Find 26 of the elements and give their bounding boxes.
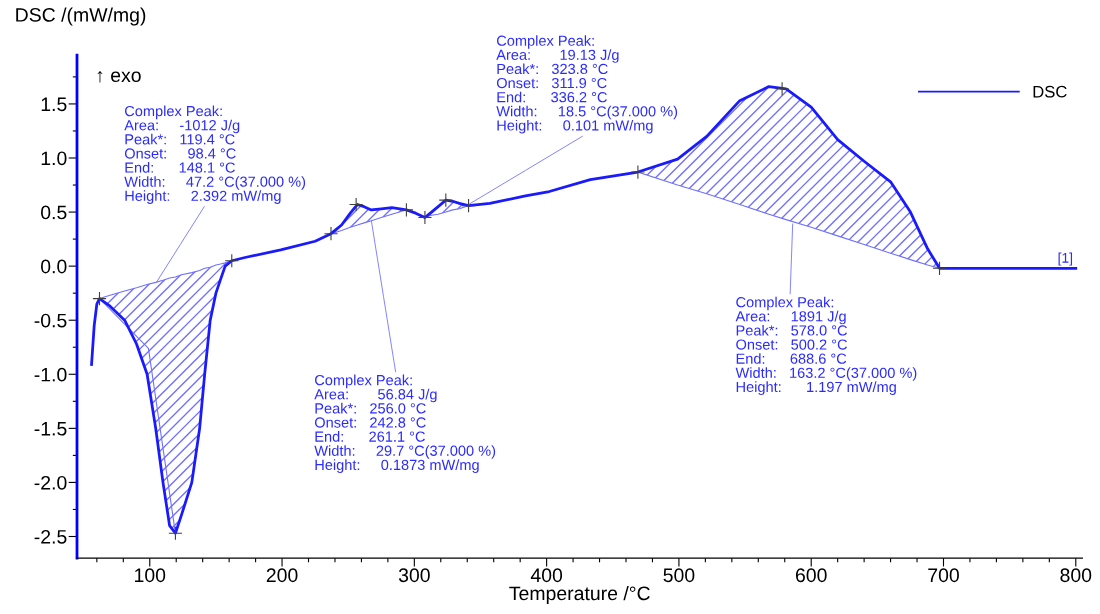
y-tick-label: -0.5	[34, 313, 67, 328]
x-tick-label: 400	[530, 568, 563, 583]
x-tick-label: 200	[266, 568, 298, 583]
x-tick-label: 300	[398, 568, 430, 583]
annotation: Complex Peak: Area: 56.84 J/g Peak*: 256.0 °C Onset: 242.8 °C End: 261.1 °C Width: 29.7 °C(37.000 %) Height: 0.1873 mW/mg	[314, 374, 496, 473]
annotation: Complex Peak: Area: 1891 J/g Peak*: 578.0 °C Onset: 500.2 °C End: 688.6 °C Width: 163.2 °C(37.000 %) Height: 1.197 mW/mg	[735, 296, 917, 395]
y-tick-label: -2.5	[34, 529, 67, 544]
annotation: [1]	[1058, 252, 1073, 266]
y-tick-label: 1.0	[41, 151, 67, 166]
text: DSC	[1033, 85, 1067, 98]
y-tick-label: 1.5	[41, 97, 67, 112]
annotation: Complex Peak: Area: 19.13 J/g Peak*: 323.8 °C Onset: 311.9 °C End: 336.2 °C Width: 18.5 °C(37.000 %) Height: 0.101 mW/mg	[496, 35, 678, 134]
x-tick-label: 100	[135, 568, 166, 583]
x-tick-label: 800	[1060, 568, 1092, 583]
x-tick-label: 600	[795, 568, 827, 583]
y-tick-label: -1.5	[34, 422, 67, 436]
y-tick-label: 0.5	[41, 205, 67, 220]
y-tick-label: -1.0	[34, 367, 67, 382]
x-tick-label: 700	[928, 568, 959, 583]
y-axis-title: DSC /(mW/mg)	[16, 7, 146, 26]
annotation: ↑ exo	[97, 70, 141, 83]
x-axis-title: Temperature /°C	[509, 585, 650, 605]
y-tick-label: 0.0	[41, 259, 67, 274]
y-tick-label: -2.0	[34, 475, 67, 490]
annotation: Complex Peak: Area: -1012 J/g Peak*: 119.4 °C Onset: 98.4 °C End: 148.1 °C Width: 47.2 °C(37.000 %) Height: 2.392 mW/mg	[124, 105, 306, 204]
x-tick-label: 500	[663, 568, 695, 583]
